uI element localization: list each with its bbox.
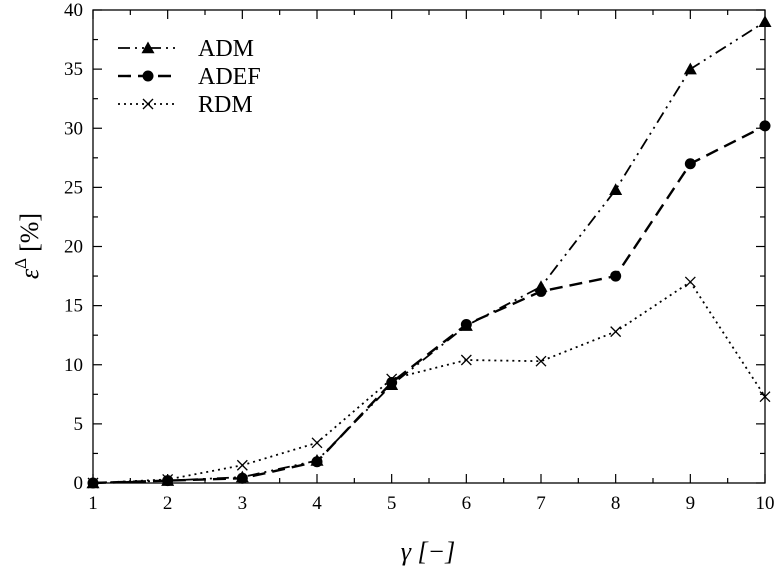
data-point-adef-4 [311, 456, 323, 468]
data-point-rdm-5 [386, 373, 398, 385]
y-axis-title: εΔ [%] [11, 213, 44, 279]
legend-marker-adm [141, 41, 155, 54]
y-tick-label: 40 [64, 0, 83, 21]
data-point-rdm-9 [684, 276, 696, 288]
plot-area [86, 15, 772, 489]
data-point-adef-8 [610, 270, 622, 282]
series-line-adef [92, 124, 766, 485]
y-tick-label: 25 [64, 177, 83, 198]
plot-frame [92, 9, 766, 484]
x-tick-label: 8 [611, 493, 621, 514]
x-tick-label: 10 [756, 493, 775, 514]
data-point-rdm-3 [236, 459, 248, 471]
data-point-rdm-9-stroke-b [684, 276, 696, 288]
axes: 1 2 3 4 5 6 7 8 9 10 0 5 10 15 20 25 30 35 40 [64, 0, 775, 514]
x-tick-label: 7 [536, 493, 546, 514]
series-line-adm [92, 21, 766, 484]
x-tick-label: 5 [387, 493, 397, 514]
x-tick-label: 6 [462, 493, 472, 514]
data-point-adm-8 [609, 183, 623, 195]
y-tick-label: 20 [64, 237, 83, 258]
data-point-rdm-5-stroke-b [386, 373, 398, 385]
series-line-rdm [92, 280, 766, 484]
legend-marker-rdm-stroke-b [142, 98, 154, 110]
x-tick-label: 1 [88, 493, 98, 514]
legend-entry-adef: ADEF [118, 64, 261, 90]
data-point-rdm-6-stroke-b [460, 354, 472, 366]
y-tick-label: 35 [64, 59, 83, 80]
data-point-adef-5 [386, 376, 398, 388]
data-point-rdm-8 [610, 326, 622, 338]
x-tick-label: 4 [312, 493, 322, 514]
data-point-adef-6 [460, 319, 472, 331]
y-tick-label: 10 [64, 355, 83, 376]
x-tick-label: 9 [686, 493, 696, 514]
x-tick-label: 3 [238, 493, 248, 514]
y-tick-label: 5 [74, 414, 84, 435]
y-axis-title-superscript: Δ [11, 258, 30, 269]
legend-label-adm: ADM [198, 36, 254, 62]
data-point-rdm-7-stroke-b [535, 355, 547, 367]
legend-entry-adm: ADM [118, 36, 254, 62]
data-point-rdm-8-stroke-b [610, 326, 622, 338]
y-tick-label: 15 [64, 296, 83, 317]
data-point-rdm-4-stroke-b [311, 437, 323, 449]
svg-text:εΔ[%]: εΔ [%] [11, 213, 44, 279]
data-point-rdm-4 [311, 437, 323, 449]
x-axis-title: γ [−] [401, 537, 456, 566]
y-tick-label: 30 [64, 118, 83, 139]
legend-marker-rdm [142, 98, 154, 110]
legend-marker-adef [142, 70, 154, 82]
data-point-adef-9 [684, 158, 696, 170]
y-axis-title-symbol: ε [15, 268, 44, 279]
data-point-rdm-7 [535, 355, 547, 367]
data-point-adef-7 [535, 285, 547, 297]
x-tick-label: 2 [163, 493, 173, 514]
data-point-rdm-6 [460, 354, 472, 366]
legend-label-adef: ADEF [198, 64, 261, 90]
legend-entry-rdm: RDM [118, 92, 253, 118]
data-point-rdm-3-stroke-b [236, 459, 248, 471]
y-tick-label: 0 [74, 473, 84, 494]
data-point-adm-9 [683, 62, 697, 75]
legend-label-rdm: RDM [198, 92, 253, 118]
y-axis-title-unit: [%] [15, 213, 44, 252]
